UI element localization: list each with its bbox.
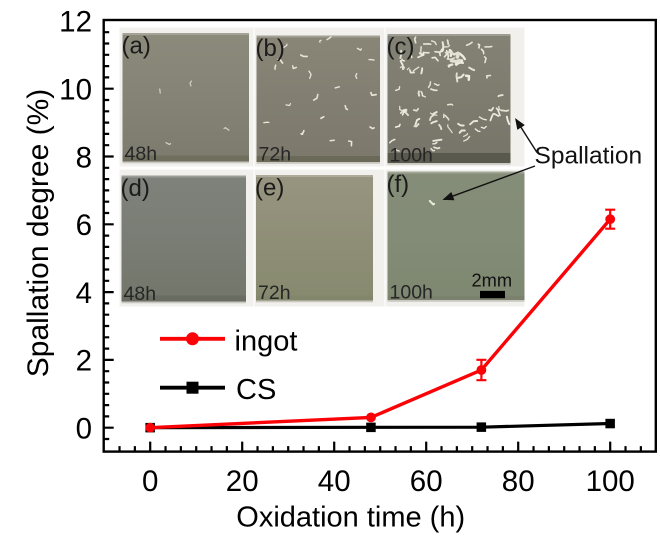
svg-text:(f): (f): [387, 171, 410, 198]
svg-text:(c): (c): [387, 34, 415, 61]
svg-text:2: 2: [76, 345, 92, 378]
svg-text:12: 12: [59, 6, 92, 39]
svg-text:48h: 48h: [124, 283, 157, 305]
svg-text:80: 80: [502, 465, 535, 498]
svg-text:72h: 72h: [258, 282, 291, 304]
svg-text:72h: 72h: [259, 144, 292, 166]
svg-text:ingot: ingot: [235, 325, 298, 357]
svg-text:0: 0: [76, 413, 92, 446]
svg-text:Spallation: Spallation: [535, 143, 643, 170]
svg-text:100h: 100h: [390, 282, 433, 304]
svg-text:10: 10: [59, 74, 92, 107]
svg-text:0: 0: [142, 465, 158, 498]
svg-text:60: 60: [410, 465, 443, 498]
svg-text:6: 6: [76, 209, 92, 242]
svg-text:(d): (d): [121, 175, 150, 202]
svg-text:Oxidation time (h): Oxidation time (h): [236, 502, 465, 534]
svg-text:CS: CS: [236, 374, 276, 406]
svg-text:(b): (b): [256, 35, 285, 62]
svg-text:(a): (a): [122, 33, 151, 60]
svg-text:(e): (e): [255, 175, 284, 202]
svg-text:40: 40: [318, 465, 351, 498]
svg-text:48h: 48h: [125, 143, 158, 165]
svg-text:4: 4: [76, 277, 92, 310]
svg-text:20: 20: [226, 465, 259, 498]
svg-text:2mm: 2mm: [472, 270, 513, 291]
svg-text:100h: 100h: [390, 145, 433, 167]
svg-text:Spallation degree (%): Spallation degree (%): [22, 89, 55, 378]
svg-text:8: 8: [76, 141, 92, 174]
svg-text:100: 100: [586, 465, 635, 498]
